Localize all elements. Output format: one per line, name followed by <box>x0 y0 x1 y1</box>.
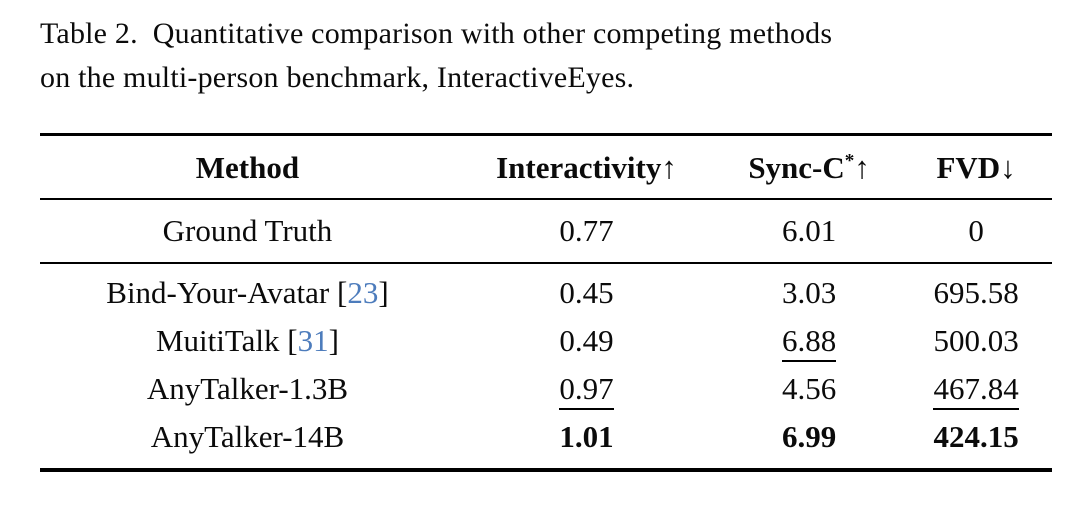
metric-value: 0 <box>968 213 984 248</box>
metric-value: 0.49 <box>559 323 614 358</box>
metric-value: 6.88 <box>781 323 837 362</box>
metric-value: 424.15 <box>933 419 1019 454</box>
col-header-label: FVD <box>936 150 1001 185</box>
value-cell: 467.84 <box>900 365 1052 413</box>
up-arrow-icon: ↑ <box>854 150 870 185</box>
method-name: MuitiTalk <box>155 323 280 358</box>
metric-value: 500.03 <box>933 323 1019 358</box>
col-header-method: Method <box>40 134 455 200</box>
method-cell: Bind-Your-Avatar [23] <box>40 263 455 317</box>
value-cell: 500.03 <box>900 317 1052 365</box>
table-caption-text: Quantitative comparison with other compe… <box>152 17 833 50</box>
metric-value: 0.45 <box>559 275 614 310</box>
metric-value: 6.01 <box>781 213 837 248</box>
col-header-label: Interactivity <box>496 150 662 185</box>
metric-value: 3.03 <box>781 275 837 310</box>
table-row: Ground Truth 0.77 6.01 0 <box>40 199 1052 264</box>
citation-bracket-close: ] <box>378 275 389 310</box>
value-cell: 0.97 <box>455 365 718 413</box>
table-row: Bind-Your-Avatar [23] 0.45 3.03 695.58 <box>40 263 1052 317</box>
superscript-star: * <box>844 150 855 172</box>
metric-value: 695.58 <box>933 275 1019 310</box>
method-cell: AnyTalker-14B <box>40 413 455 470</box>
value-cell: 0.49 <box>455 317 718 365</box>
metric-value: 4.56 <box>781 371 837 406</box>
table-caption: Table 2. Quantitative comparison with oth… <box>40 12 1052 100</box>
citation-bracket-close: ] <box>328 323 339 358</box>
method-cell: Ground Truth <box>40 199 455 264</box>
citation-bracket-open: [ <box>279 323 298 358</box>
citation-bracket-open: [ <box>329 275 348 310</box>
value-cell: 6.99 <box>718 413 900 470</box>
value-cell: 695.58 <box>900 263 1052 317</box>
citation-link[interactable]: 31 <box>297 323 329 358</box>
value-cell: 0.45 <box>455 263 718 317</box>
value-cell: 4.56 <box>718 365 900 413</box>
table-row: MuitiTalk [31] 0.49 6.88 500.03 <box>40 317 1052 365</box>
method-name: AnyTalker-14B <box>150 419 345 454</box>
method-cell: MuitiTalk [31] <box>40 317 455 365</box>
col-header-label: Method <box>195 150 300 185</box>
value-cell: 3.03 <box>718 263 900 317</box>
method-cell: AnyTalker-1.3B <box>40 365 455 413</box>
value-cell: 0.77 <box>454 199 719 264</box>
col-header-interactivity: Interactivity↑ <box>454 134 719 200</box>
methods-group: Bind-Your-Avatar [23] 0.45 3.03 695.58 Muiti… <box>40 263 1052 470</box>
results-table: Method Interactivity↑ Sync-C*↑ FVD↓ Ground … <box>40 133 1052 472</box>
value-cell: 6.01 <box>718 199 901 264</box>
up-arrow-icon: ↑ <box>661 150 677 185</box>
metric-value: 0.97 <box>559 371 614 410</box>
method-name: Ground Truth <box>162 213 333 248</box>
table-row: AnyTalker-14B 1.01 6.99 424.15 <box>40 413 1052 470</box>
table-caption-label: Table 2. <box>40 17 138 50</box>
value-cell: 1.01 <box>455 413 718 470</box>
method-name: AnyTalker-1.3B <box>146 371 349 406</box>
table-caption-line-1: Table 2. Quantitative comparison with oth… <box>40 12 1052 56</box>
col-header-sync-c: Sync-C*↑ <box>718 134 901 200</box>
table-caption-line-2: on the multi-person benchmark, Interacti… <box>40 61 635 94</box>
citation-link[interactable]: 23 <box>347 275 379 310</box>
method-name: Bind-Your-Avatar <box>106 275 330 310</box>
ground-truth-group: Ground Truth 0.77 6.01 0 <box>40 199 1052 264</box>
table-row: AnyTalker-1.3B 0.97 4.56 467.84 <box>40 365 1052 413</box>
col-header-label: Sync-C <box>748 150 845 185</box>
down-arrow-icon: ↓ <box>1000 150 1016 185</box>
header-row: Method Interactivity↑ Sync-C*↑ FVD↓ <box>40 134 1052 200</box>
metric-value: 467.84 <box>933 371 1019 410</box>
table-header: Method Interactivity↑ Sync-C*↑ FVD↓ <box>40 134 1052 200</box>
value-cell: 424.15 <box>900 413 1052 470</box>
metric-value: 6.99 <box>781 419 837 454</box>
metric-value: 0.77 <box>559 213 614 248</box>
metric-value: 1.01 <box>559 419 614 454</box>
value-cell: 0 <box>900 199 1052 264</box>
col-header-fvd: FVD↓ <box>900 134 1052 200</box>
value-cell: 6.88 <box>718 317 900 365</box>
